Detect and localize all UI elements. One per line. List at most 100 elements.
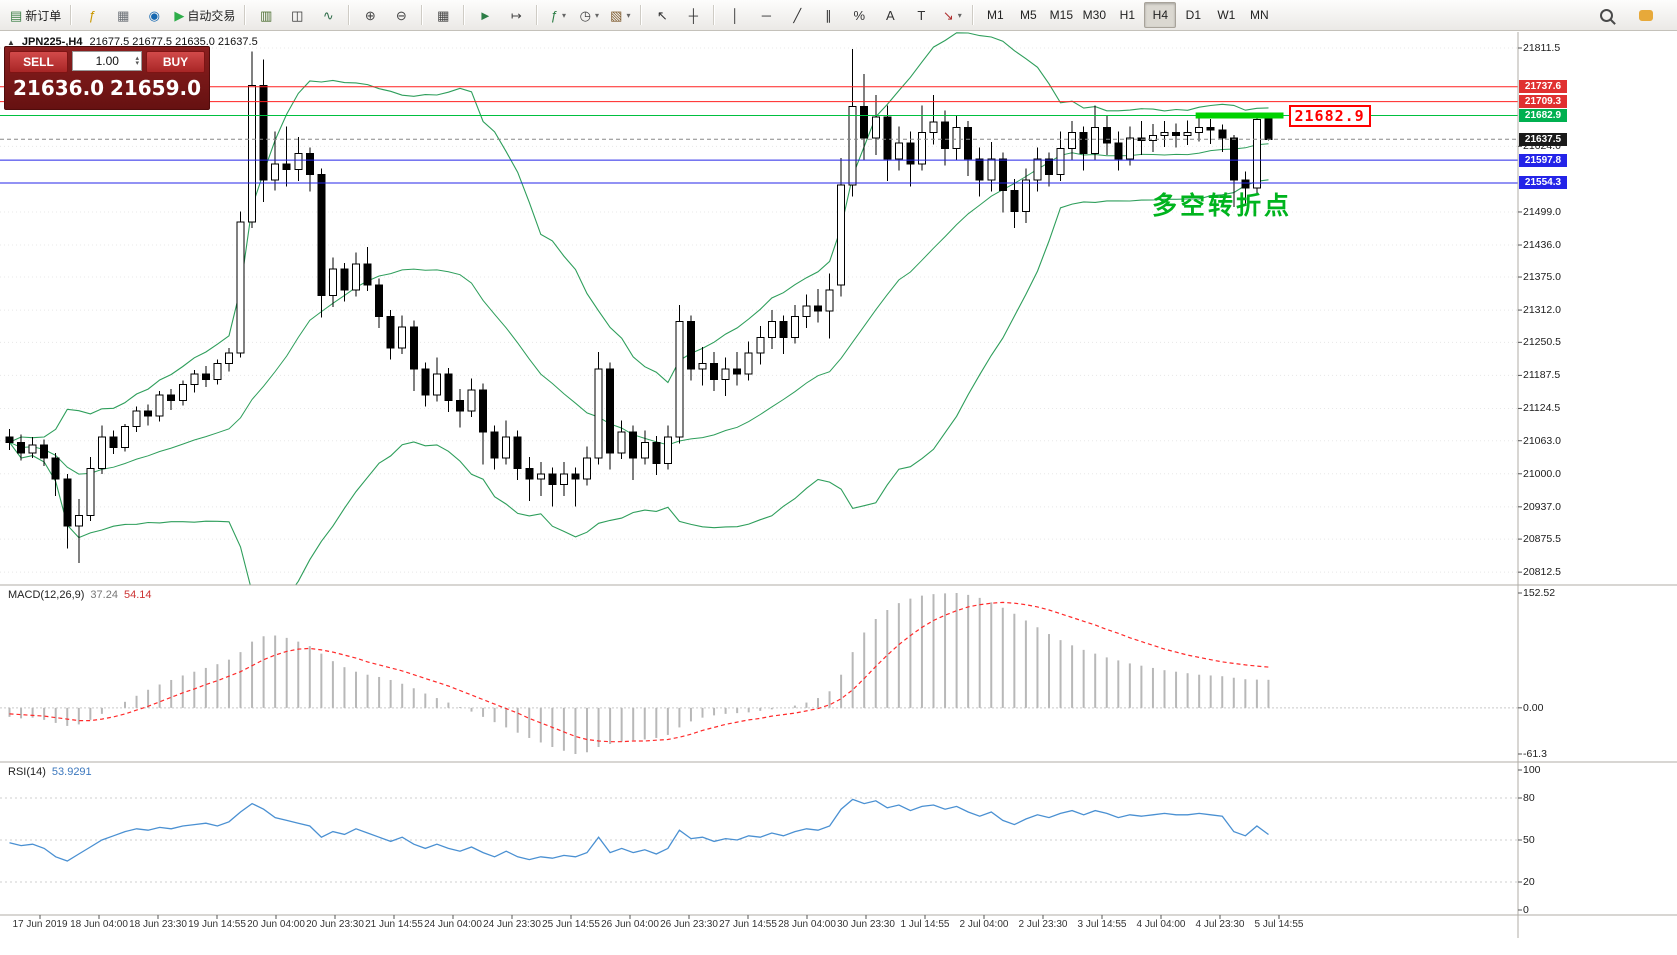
timeframe-h1-button[interactable]: H1 bbox=[1111, 2, 1143, 28]
buy-price: 21659.0 bbox=[109, 76, 201, 100]
new-order-icon: ▤ bbox=[10, 7, 23, 23]
symbol-period-label: JPN225-,H4 bbox=[21, 36, 83, 48]
toolbar-separator bbox=[536, 5, 539, 25]
timeframe-d1-button[interactable]: D1 bbox=[1177, 2, 1209, 28]
data-center-icon-button[interactable]: ◉ bbox=[139, 2, 169, 28]
cursor-icon-button[interactable]: ↖ bbox=[647, 2, 677, 28]
volume-value[interactable]: 1.00 bbox=[95, 54, 119, 68]
toolbar-separator bbox=[640, 5, 643, 25]
timeframe-m1-button-label: M1 bbox=[986, 8, 1004, 22]
timeframe-mn-button[interactable]: MN bbox=[1243, 2, 1275, 28]
timeframe-mn-button-label: MN bbox=[1249, 8, 1269, 22]
tile-windows-icon-button[interactable]: ▦ bbox=[428, 2, 458, 28]
timeframe-m5-button-label: M5 bbox=[1019, 8, 1037, 22]
text-icon-button[interactable]: A bbox=[875, 2, 905, 28]
buy-button[interactable]: BUY bbox=[146, 51, 205, 73]
timeframe-m5-button[interactable]: M5 bbox=[1012, 2, 1044, 28]
arrows-dropdown-button[interactable]: ↘ ▾ bbox=[937, 2, 967, 28]
sell-button[interactable]: SELL bbox=[9, 51, 68, 73]
toolbar-separator bbox=[421, 5, 424, 25]
chevron-down-icon: ▾ bbox=[957, 10, 962, 20]
timeframe-w1-button-label: W1 bbox=[1217, 8, 1236, 22]
autotrading-button-label: 自动交易 bbox=[187, 8, 236, 23]
spin-up-icon[interactable]: ▴ bbox=[135, 55, 139, 62]
print-icon-button[interactable]: ▦ bbox=[108, 2, 138, 28]
toolbar: ▤ 新订单 ƒ ▦ ◉ ▶ 自动交易 ▥ ◫ ∿ ⊕ ⊖ ▦ ► ↦ ƒ ▾ ◷ ▾ ▧ ▾ ↖ ┼ │ ─ ╱ ∥% A T ↘ ▾ M1 M… bbox=[0, 0, 1677, 31]
chevron-down-icon: ▾ bbox=[626, 10, 631, 20]
metaeditor-icon-icon: ƒ bbox=[88, 7, 96, 23]
new-order-button[interactable]: ▤ 新订单 bbox=[6, 2, 65, 28]
data-center-icon-icon: ◉ bbox=[148, 7, 160, 23]
text-label-icon-button[interactable]: T bbox=[906, 2, 936, 28]
rsi-line bbox=[9, 798, 1269, 862]
chart-icon: ▲ bbox=[7, 37, 15, 47]
autotrading-icon: ▶ bbox=[174, 7, 185, 23]
trendline-icon-button[interactable]: ╱ bbox=[782, 2, 812, 28]
periods-dropdown-button[interactable]: ◷ ▾ bbox=[574, 2, 604, 28]
auto-scroll-icon-button[interactable]: ► bbox=[470, 2, 500, 28]
macd-histogram bbox=[8, 593, 1270, 754]
autotrading-button[interactable]: ▶ 自动交易 bbox=[170, 2, 239, 28]
line-chart-icon-button[interactable]: ∿ bbox=[313, 2, 343, 28]
timeframe-w1-button[interactable]: W1 bbox=[1210, 2, 1242, 28]
horizontal-level-lines[interactable] bbox=[0, 86, 1518, 184]
toolbar-separator bbox=[463, 5, 466, 25]
chevron-down-icon: ▾ bbox=[594, 10, 599, 20]
macd-main-value: 37.24 bbox=[90, 589, 118, 601]
timeframe-m30-button[interactable]: M30 bbox=[1078, 2, 1110, 28]
candlestick-chart-icon-icon: ◫ bbox=[291, 7, 304, 23]
indicators-icon-icon: ƒ bbox=[550, 7, 558, 23]
bar-chart-icon-button[interactable]: ▥ bbox=[251, 2, 281, 28]
horizontal-line-icon-button[interactable]: ─ bbox=[751, 2, 781, 28]
toolbar-right bbox=[1591, 2, 1671, 28]
candles bbox=[5, 48, 1273, 563]
indicators-icon-button[interactable]: ƒ ▾ bbox=[543, 2, 573, 28]
metaeditor-icon-button[interactable]: ƒ bbox=[77, 2, 107, 28]
timeframe-m30-button-label: M30 bbox=[1082, 8, 1106, 22]
cursor-icon-icon: ↖ bbox=[656, 7, 668, 23]
timeframe-h4-button[interactable]: H4 bbox=[1144, 2, 1177, 28]
timeframe-m15-button-label: M15 bbox=[1049, 8, 1073, 22]
vertical-line-icon-button[interactable]: │ bbox=[720, 2, 750, 28]
trendline-icon-icon: ╱ bbox=[793, 7, 802, 23]
toolbar-separator bbox=[244, 5, 247, 25]
horizontal-line-icon-icon: ─ bbox=[761, 7, 771, 23]
spin-down-icon[interactable]: ▾ bbox=[135, 60, 139, 67]
search-button[interactable] bbox=[1591, 2, 1621, 28]
toolbar-separator bbox=[70, 5, 73, 25]
fibonacci-retracement-icon-icon: % bbox=[853, 7, 866, 23]
volume-spin-buttons[interactable]: ▴ ▾ bbox=[135, 55, 139, 67]
rsi-indicator-label: RSI(14) 53.9291 bbox=[8, 766, 92, 778]
crosshair-icon-button[interactable]: ┼ bbox=[678, 2, 708, 28]
chart-shift-icon-button[interactable]: ↦ bbox=[501, 2, 531, 28]
bollinger-bands bbox=[9, 32, 1269, 585]
timeframe-h4-button-label: H4 bbox=[1152, 8, 1168, 22]
chart-window-title: ▲ JPN225-,H4 21677.5 21677.5 21635.0 216… bbox=[7, 36, 258, 48]
timeframe-m1-button[interactable]: M1 bbox=[979, 2, 1011, 28]
zoom-out-icon-button[interactable]: ⊖ bbox=[386, 2, 416, 28]
macd-name: MACD(12,26,9) bbox=[8, 589, 85, 601]
equidistant-channel-icon-button[interactable]: ∥ bbox=[813, 2, 843, 28]
print-icon-icon: ▦ bbox=[117, 7, 130, 23]
macd-signal-line bbox=[9, 601, 1269, 743]
volume-stepper[interactable]: 1.00 ▴ ▾ bbox=[72, 51, 142, 71]
community-button[interactable] bbox=[1631, 2, 1661, 28]
one-click-trading-panel: SELL 1.00 ▴ ▾ BUY 21636.0 21659.0 bbox=[4, 46, 210, 110]
chevron-down-icon: ▾ bbox=[561, 10, 566, 20]
zoom-in-icon-button[interactable]: ⊕ bbox=[355, 2, 385, 28]
line-chart-icon-icon: ∿ bbox=[322, 7, 334, 23]
fibonacci-retracement-icon-button[interactable]: % bbox=[844, 2, 874, 28]
crosshair-icon-icon: ┼ bbox=[688, 7, 698, 23]
chart-shift-icon-icon: ↦ bbox=[510, 7, 522, 23]
new-order-button-label: 新订单 bbox=[25, 8, 62, 23]
templates-dropdown-button[interactable]: ▧ ▾ bbox=[605, 2, 635, 28]
candlestick-chart-icon-button[interactable]: ◫ bbox=[282, 2, 312, 28]
timeframe-h1-button-label: H1 bbox=[1119, 8, 1135, 22]
arrows-dropdown-icon: ↘ bbox=[942, 7, 954, 23]
bar-chart-icon-icon: ▥ bbox=[260, 7, 273, 23]
periods-dropdown-icon: ◷ bbox=[579, 7, 591, 23]
timeframe-m15-button[interactable]: M15 bbox=[1045, 2, 1077, 28]
zoom-in-icon-icon: ⊕ bbox=[364, 7, 376, 23]
text-icon-icon: A bbox=[885, 7, 895, 23]
